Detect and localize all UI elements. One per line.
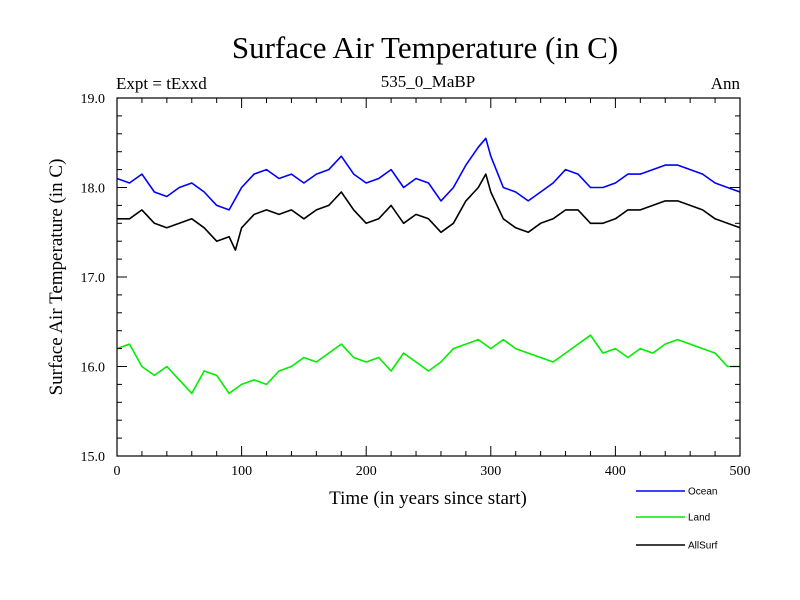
ticks-layer: 0 100 200 300 400 500 15.0 16.0 17.0 18.0 19.0 bbox=[81, 92, 751, 479]
x-tick-label: 100 bbox=[231, 464, 252, 479]
experiment-label: Expt = tExxd bbox=[116, 74, 207, 93]
series-line-land bbox=[116, 334, 740, 395]
y-tick-label: 16.0 bbox=[81, 361, 106, 376]
legend-label-allsurf: AllSurf bbox=[688, 541, 718, 552]
series-line-allsurf bbox=[117, 173, 741, 251]
x-tick-label: 500 bbox=[730, 464, 751, 479]
y-axis-label: Surface Air Temperature (in C) bbox=[46, 159, 67, 396]
legend: Ocean Land AllSurf bbox=[636, 487, 718, 552]
x-tick-label: 200 bbox=[356, 464, 377, 479]
x-tick-label: 0 bbox=[114, 464, 121, 479]
x-axis-label: Time (in years since start) bbox=[329, 488, 527, 509]
y-tick-label: 17.0 bbox=[81, 271, 106, 286]
chart-title: Surface Air Temperature (in C) bbox=[232, 30, 618, 65]
series-layer bbox=[116, 137, 741, 395]
y-tick-label: 15.0 bbox=[81, 450, 106, 465]
x-tick-label: 300 bbox=[480, 464, 501, 479]
legend-label-ocean: Ocean bbox=[688, 487, 717, 498]
series-line-ocean bbox=[116, 137, 741, 211]
y-tick-label: 18.0 bbox=[81, 182, 106, 197]
plot-frame bbox=[116, 97, 741, 457]
legend-label-land: Land bbox=[688, 513, 710, 524]
season-label: Ann bbox=[711, 74, 741, 93]
y-tick-label: 19.0 bbox=[81, 92, 106, 107]
chart-subtitle: 535_0_MaBP bbox=[381, 72, 475, 91]
x-tick-label: 400 bbox=[605, 464, 626, 479]
